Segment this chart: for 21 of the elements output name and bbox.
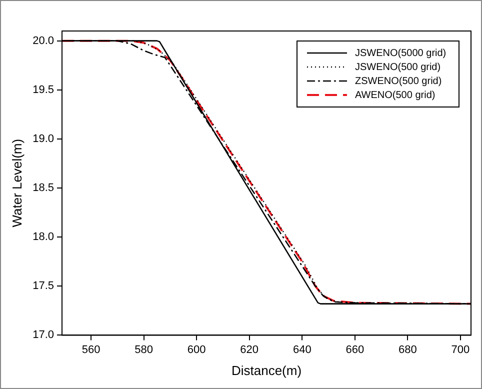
x-tick-label: 600 [187,344,206,356]
x-axis-title: Distance(m) [231,362,302,378]
x-tick-label: 660 [346,344,364,356]
legend-label: JSWENO(5000 grid) [355,48,446,59]
legend-label: AWENO(500 grid) [355,90,436,101]
x-tick-label: 700 [451,344,470,356]
y-tick-label: 19.5 [32,84,54,96]
x-tick-label: 560 [82,344,100,356]
y-tick-label: 19.0 [32,132,54,145]
x-tick-label: 580 [134,344,153,356]
y-tick-label: 18.5 [32,182,54,194]
x-tick-label: 620 [240,344,259,356]
y-tick-label: 18.0 [32,231,54,244]
x-tick-label: 640 [292,344,312,356]
legend-label: ZSWENO(500 grid) [355,76,442,87]
x-tick-label: 680 [398,344,417,356]
y-tick-label: 17.0 [32,329,54,342]
y-tick-label: 20.0 [32,34,54,47]
y-axis-title: Water Level(m) [9,138,24,228]
legend-label: JSWENO(500 grid) [355,62,441,73]
y-tick-label: 17.5 [32,280,54,292]
